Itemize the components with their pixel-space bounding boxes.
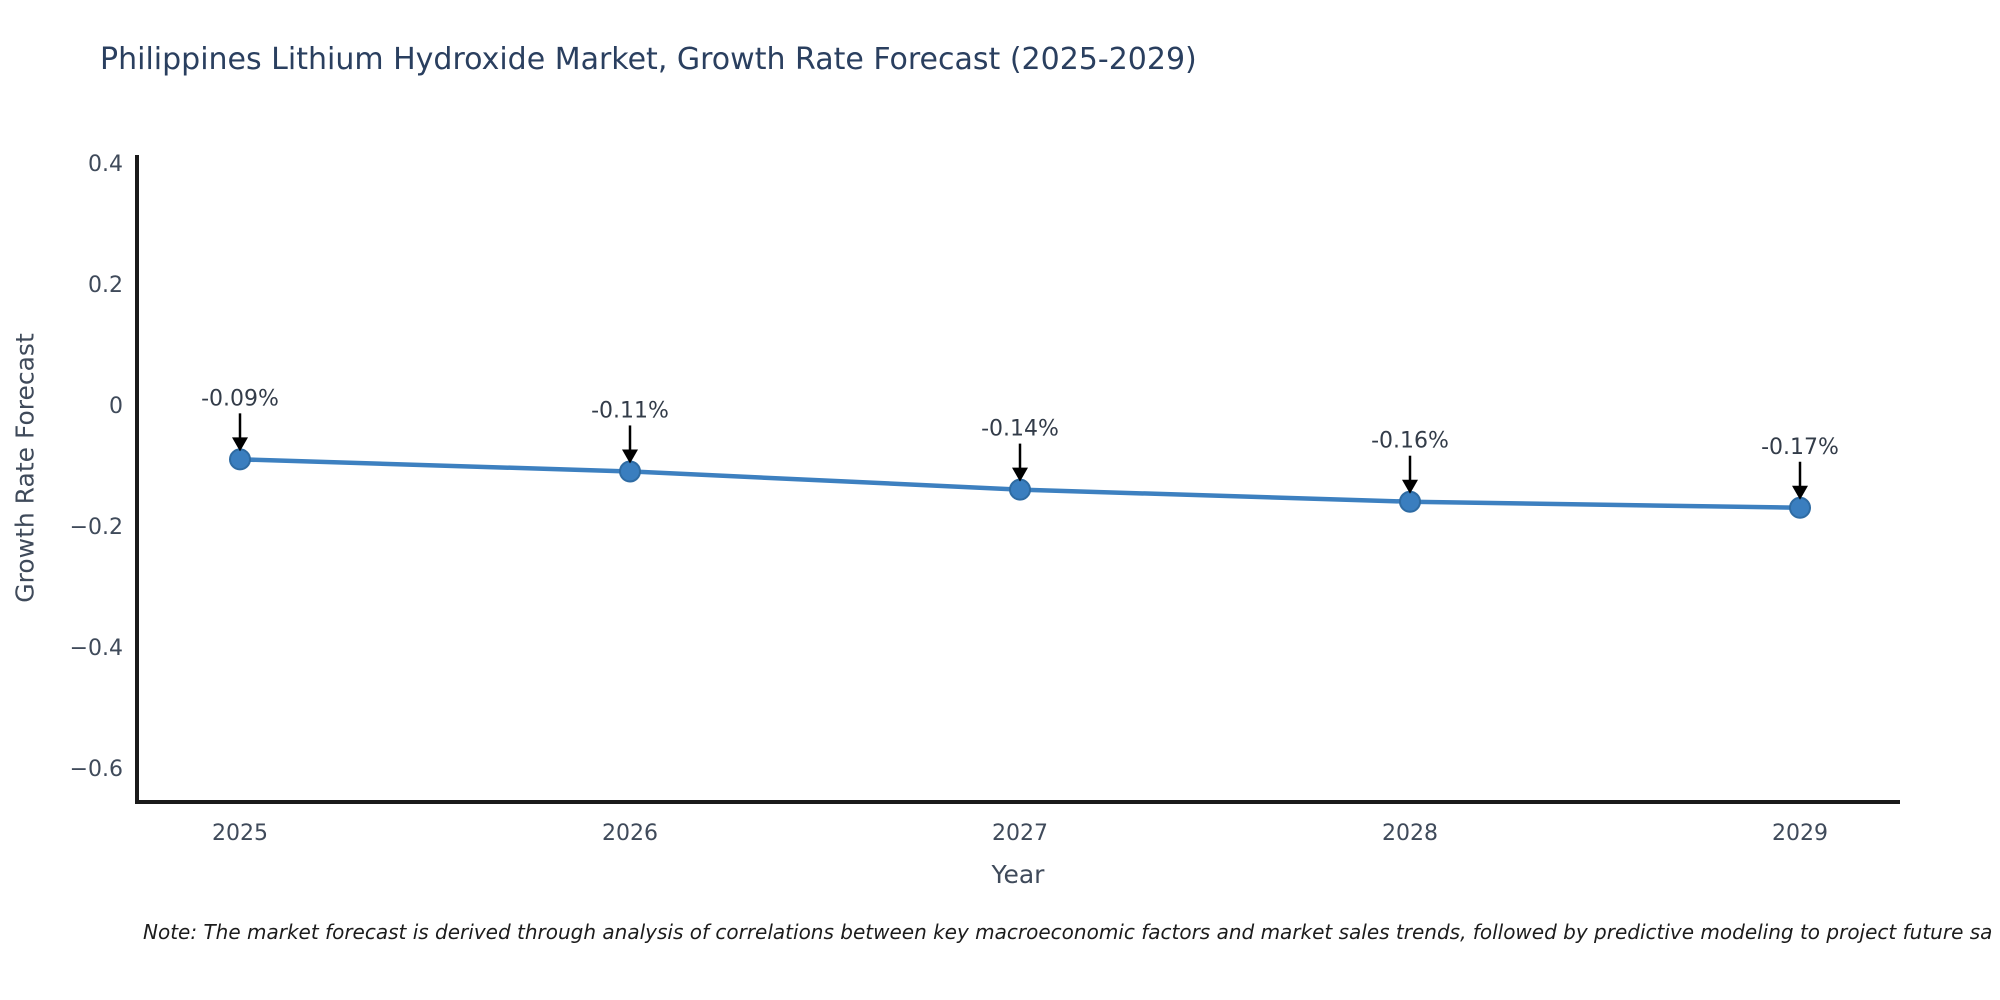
annotation-arrowhead [1402,479,1418,494]
x-axis-title: Year [991,860,1045,889]
annotation-arrowhead [1792,485,1808,500]
y-tick-label: −0.4 [70,636,123,661]
data-point [1399,490,1421,513]
y-tick-label: −0.2 [70,515,123,540]
data-point [1009,478,1031,501]
y-tick-label: 0.4 [88,152,123,177]
annotation-arrowhead [232,437,248,452]
y-tick-label: 0 [109,394,123,419]
annotation-arrowhead [622,449,638,464]
annotation-arrowhead [1012,467,1028,482]
footnote: Note: The market forecast is derived thr… [143,920,1993,944]
annotation-label: -0.16% [1371,429,1449,454]
data-point [619,460,641,483]
x-tick-label: 2026 [602,821,658,846]
annotation-label: -0.17% [1761,435,1839,460]
y-axis-title: Growth Rate Forecast [10,333,40,603]
x-tick-label: 2028 [1382,821,1438,846]
annotation-label: -0.14% [981,417,1059,442]
data-point [1789,496,1811,519]
chart-title: Philippines Lithium Hydroxide Market, Gr… [100,42,1197,77]
annotation-label: -0.11% [591,398,669,423]
x-tick-label: 2027 [992,821,1048,846]
y-tick-label: 0.2 [88,273,123,298]
data-point [229,448,251,471]
annotation-label: -0.09% [201,386,279,411]
x-tick-label: 2025 [212,821,268,846]
y-tick-label: −0.6 [70,757,123,782]
x-tick-label: 2029 [1772,821,1828,846]
